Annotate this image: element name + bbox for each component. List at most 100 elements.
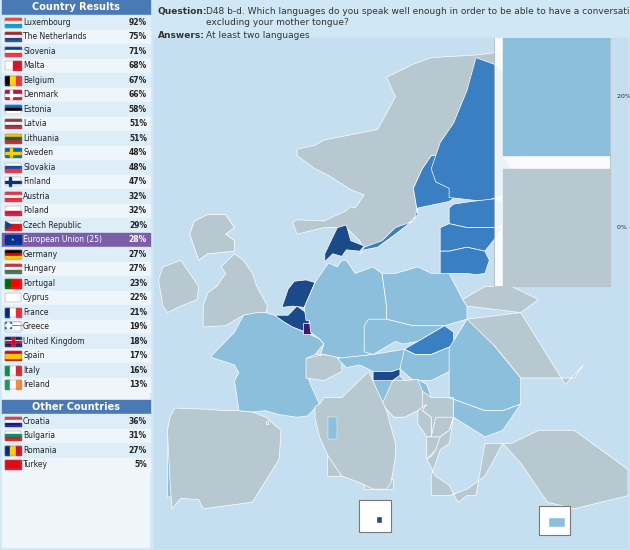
Bar <box>5 358 21 360</box>
Polygon shape <box>364 319 445 354</box>
Bar <box>5 434 21 437</box>
Polygon shape <box>462 287 539 312</box>
Bar <box>5 270 21 273</box>
Bar <box>2 377 150 392</box>
Text: Slovakia: Slovakia <box>23 163 55 172</box>
Polygon shape <box>503 64 565 195</box>
Polygon shape <box>282 280 315 307</box>
Bar <box>5 61 13 70</box>
Text: D48 b-d. Which languages do you speak well enough in order to be able to have a : D48 b-d. Which languages do you speak we… <box>206 7 630 16</box>
Bar <box>5 119 21 128</box>
Text: Austria: Austria <box>23 192 50 201</box>
Text: 27%: 27% <box>129 446 147 455</box>
Bar <box>503 38 610 156</box>
Text: 51%: 51% <box>129 134 147 143</box>
Text: At least two languages: At least two languages <box>206 31 309 40</box>
Bar <box>5 169 21 172</box>
Text: 36%: 36% <box>129 417 147 426</box>
Bar <box>5 211 21 215</box>
Bar <box>5 279 11 288</box>
Bar <box>5 192 21 201</box>
Bar <box>2 218 150 233</box>
Bar <box>377 517 382 523</box>
Text: 48%: 48% <box>129 163 147 172</box>
Polygon shape <box>440 248 490 274</box>
Text: 16%: 16% <box>129 366 147 375</box>
Polygon shape <box>449 319 520 411</box>
Bar <box>2 102 150 117</box>
Bar <box>5 39 21 41</box>
Text: Spain: Spain <box>23 351 45 360</box>
Bar <box>5 264 21 267</box>
Bar <box>5 322 21 331</box>
Bar <box>5 253 21 256</box>
Bar <box>5 446 21 455</box>
Bar <box>2 414 150 428</box>
Bar <box>5 108 21 111</box>
Bar <box>5 18 21 21</box>
Polygon shape <box>337 349 404 371</box>
Text: 20% - 39%: 20% - 39% <box>617 95 630 100</box>
Text: Answers:: Answers: <box>158 31 205 40</box>
Text: Germany: Germany <box>23 250 58 258</box>
Bar <box>9 177 11 186</box>
Bar <box>549 518 565 527</box>
Polygon shape <box>360 90 503 255</box>
Bar <box>5 256 21 258</box>
Polygon shape <box>432 417 454 437</box>
Polygon shape <box>266 421 268 424</box>
Bar <box>5 340 21 342</box>
Bar <box>11 279 21 288</box>
Bar <box>5 198 21 201</box>
Bar <box>539 506 570 535</box>
Text: Greece: Greece <box>23 322 50 331</box>
Bar <box>5 366 10 375</box>
Bar <box>5 437 21 440</box>
Polygon shape <box>275 306 309 332</box>
Polygon shape <box>449 199 503 228</box>
Bar <box>2 334 150 349</box>
Bar <box>5 366 21 375</box>
Bar <box>5 264 21 273</box>
Bar <box>5 308 21 317</box>
Bar <box>5 163 21 172</box>
Polygon shape <box>168 417 197 497</box>
Bar <box>10 380 16 389</box>
Bar <box>12 337 14 346</box>
Bar <box>5 134 21 137</box>
Text: 18%: 18% <box>129 337 147 346</box>
Text: Croatia: Croatia <box>23 417 51 426</box>
Polygon shape <box>427 417 503 502</box>
Text: Latvia: Latvia <box>23 119 47 128</box>
Bar <box>5 420 21 423</box>
Text: Lithuania: Lithuania <box>23 134 59 143</box>
Text: 31%: 31% <box>129 431 147 440</box>
Polygon shape <box>190 214 234 260</box>
Text: France: France <box>23 308 49 317</box>
Bar <box>5 148 21 157</box>
Polygon shape <box>373 369 400 384</box>
Bar <box>503 169 610 287</box>
Text: Cyprus: Cyprus <box>23 293 50 303</box>
Bar <box>2 247 150 261</box>
Text: 23%: 23% <box>129 279 147 288</box>
Bar <box>5 32 21 41</box>
Bar <box>5 322 21 324</box>
Bar <box>5 340 21 342</box>
Bar <box>5 417 21 426</box>
Bar <box>5 177 21 186</box>
Text: excluding your mother tongue?: excluding your mother tongue? <box>206 18 349 27</box>
Bar <box>5 50 21 53</box>
Bar <box>5 47 21 49</box>
Bar <box>5 235 21 244</box>
Polygon shape <box>400 345 454 381</box>
Bar <box>5 148 21 157</box>
Bar <box>154 38 628 548</box>
Bar <box>5 267 21 270</box>
Text: The Netherlands: The Netherlands <box>23 32 86 41</box>
Text: Malta: Malta <box>23 61 45 70</box>
Text: 5%: 5% <box>134 460 147 469</box>
Bar <box>2 305 150 320</box>
Bar <box>5 134 21 143</box>
Polygon shape <box>422 391 454 437</box>
